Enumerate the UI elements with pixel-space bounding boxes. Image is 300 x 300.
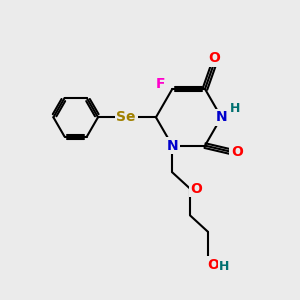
Text: O: O [208,51,220,65]
Text: N: N [167,139,178,153]
Text: O: O [231,145,243,159]
Text: H: H [230,103,240,116]
Text: F: F [156,76,166,91]
Text: H: H [219,260,230,273]
Text: O: O [207,257,219,272]
Text: O: O [191,182,203,196]
Text: Se: Se [116,110,136,124]
Text: N: N [215,110,227,124]
